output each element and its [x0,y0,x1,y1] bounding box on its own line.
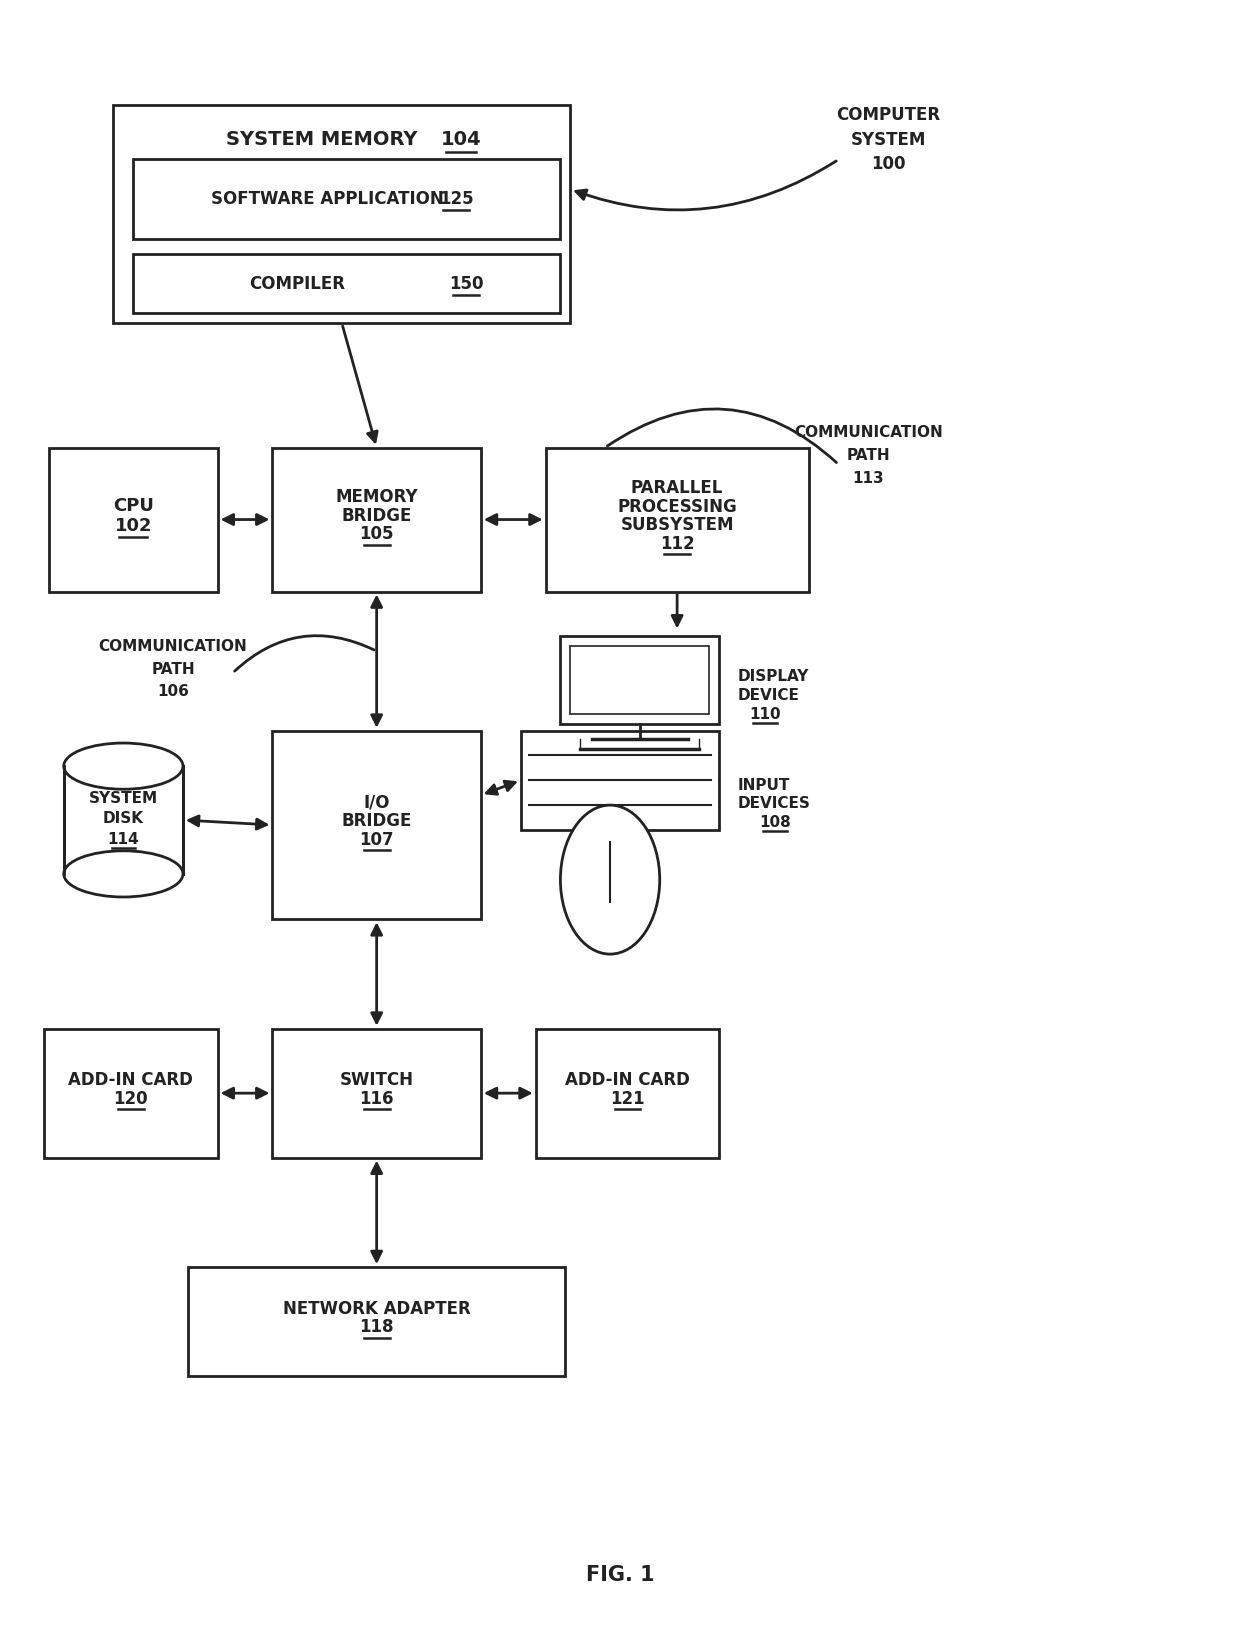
Ellipse shape [560,806,660,954]
Text: FIG. 1: FIG. 1 [585,1565,655,1585]
Text: 116: 116 [360,1090,394,1108]
Text: NETWORK ADAPTER: NETWORK ADAPTER [283,1300,470,1318]
Bar [113,105,570,324]
Text: DEVICES: DEVICES [738,796,810,810]
Text: 118: 118 [360,1318,394,1337]
Text: SYSTEM MEMORY: SYSTEM MEMORY [226,130,418,150]
Text: I/O: I/O [363,794,389,812]
Text: BRIDGE: BRIDGE [341,506,412,524]
Bar [63,766,184,875]
Text: 100: 100 [870,156,905,174]
Bar [546,447,808,592]
Text: COMMUNICATION: COMMUNICATION [794,426,942,441]
Text: SUBSYSTEM: SUBSYSTEM [620,516,734,534]
Text: CPU: CPU [113,496,154,515]
Bar [560,636,719,723]
Bar [536,1029,719,1157]
Bar [273,730,481,919]
Bar [521,730,719,830]
Text: COMPUTER: COMPUTER [836,105,940,123]
Text: COMPILER: COMPILER [249,275,345,293]
Text: SOFTWARE APPLICATION: SOFTWARE APPLICATION [211,191,444,209]
Text: 105: 105 [360,526,394,543]
Text: 120: 120 [114,1090,148,1108]
Text: 104: 104 [440,130,481,150]
Text: INPUT: INPUT [738,778,790,792]
Text: PATH: PATH [847,447,890,464]
Text: ADD-IN CARD: ADD-IN CARD [68,1072,193,1090]
Text: 110: 110 [749,707,781,722]
Text: 108: 108 [759,815,791,830]
Ellipse shape [63,743,184,789]
Text: 150: 150 [449,275,484,293]
Text: PARALLEL: PARALLEL [631,478,723,496]
Text: PATH: PATH [151,661,195,677]
Text: 112: 112 [660,534,694,552]
Text: 125: 125 [439,191,474,209]
Bar [133,253,560,314]
Text: DISPLAY: DISPLAY [738,669,808,684]
Text: DISK: DISK [103,810,144,825]
Text: MEMORY: MEMORY [335,488,418,506]
Text: ADD-IN CARD: ADD-IN CARD [565,1072,689,1090]
Text: 121: 121 [610,1090,645,1108]
Text: SYSTEM: SYSTEM [851,130,926,148]
Text: 106: 106 [157,684,188,699]
Bar [273,1029,481,1157]
Text: SWITCH: SWITCH [340,1072,414,1090]
Text: PROCESSING: PROCESSING [618,498,737,516]
Text: 107: 107 [360,830,394,848]
Text: DEVICE: DEVICE [738,689,799,704]
Ellipse shape [63,852,184,898]
Text: BRIDGE: BRIDGE [341,812,412,830]
Text: COMMUNICATION: COMMUNICATION [99,638,248,654]
Text: SYSTEM: SYSTEM [89,791,157,806]
Text: 113: 113 [853,470,884,487]
Bar [48,447,218,592]
Bar [43,1029,218,1157]
Bar [273,447,481,592]
Text: 114: 114 [108,832,139,847]
Bar [570,646,709,713]
Bar [133,159,560,238]
Bar [188,1268,565,1376]
Text: 102: 102 [114,516,153,534]
